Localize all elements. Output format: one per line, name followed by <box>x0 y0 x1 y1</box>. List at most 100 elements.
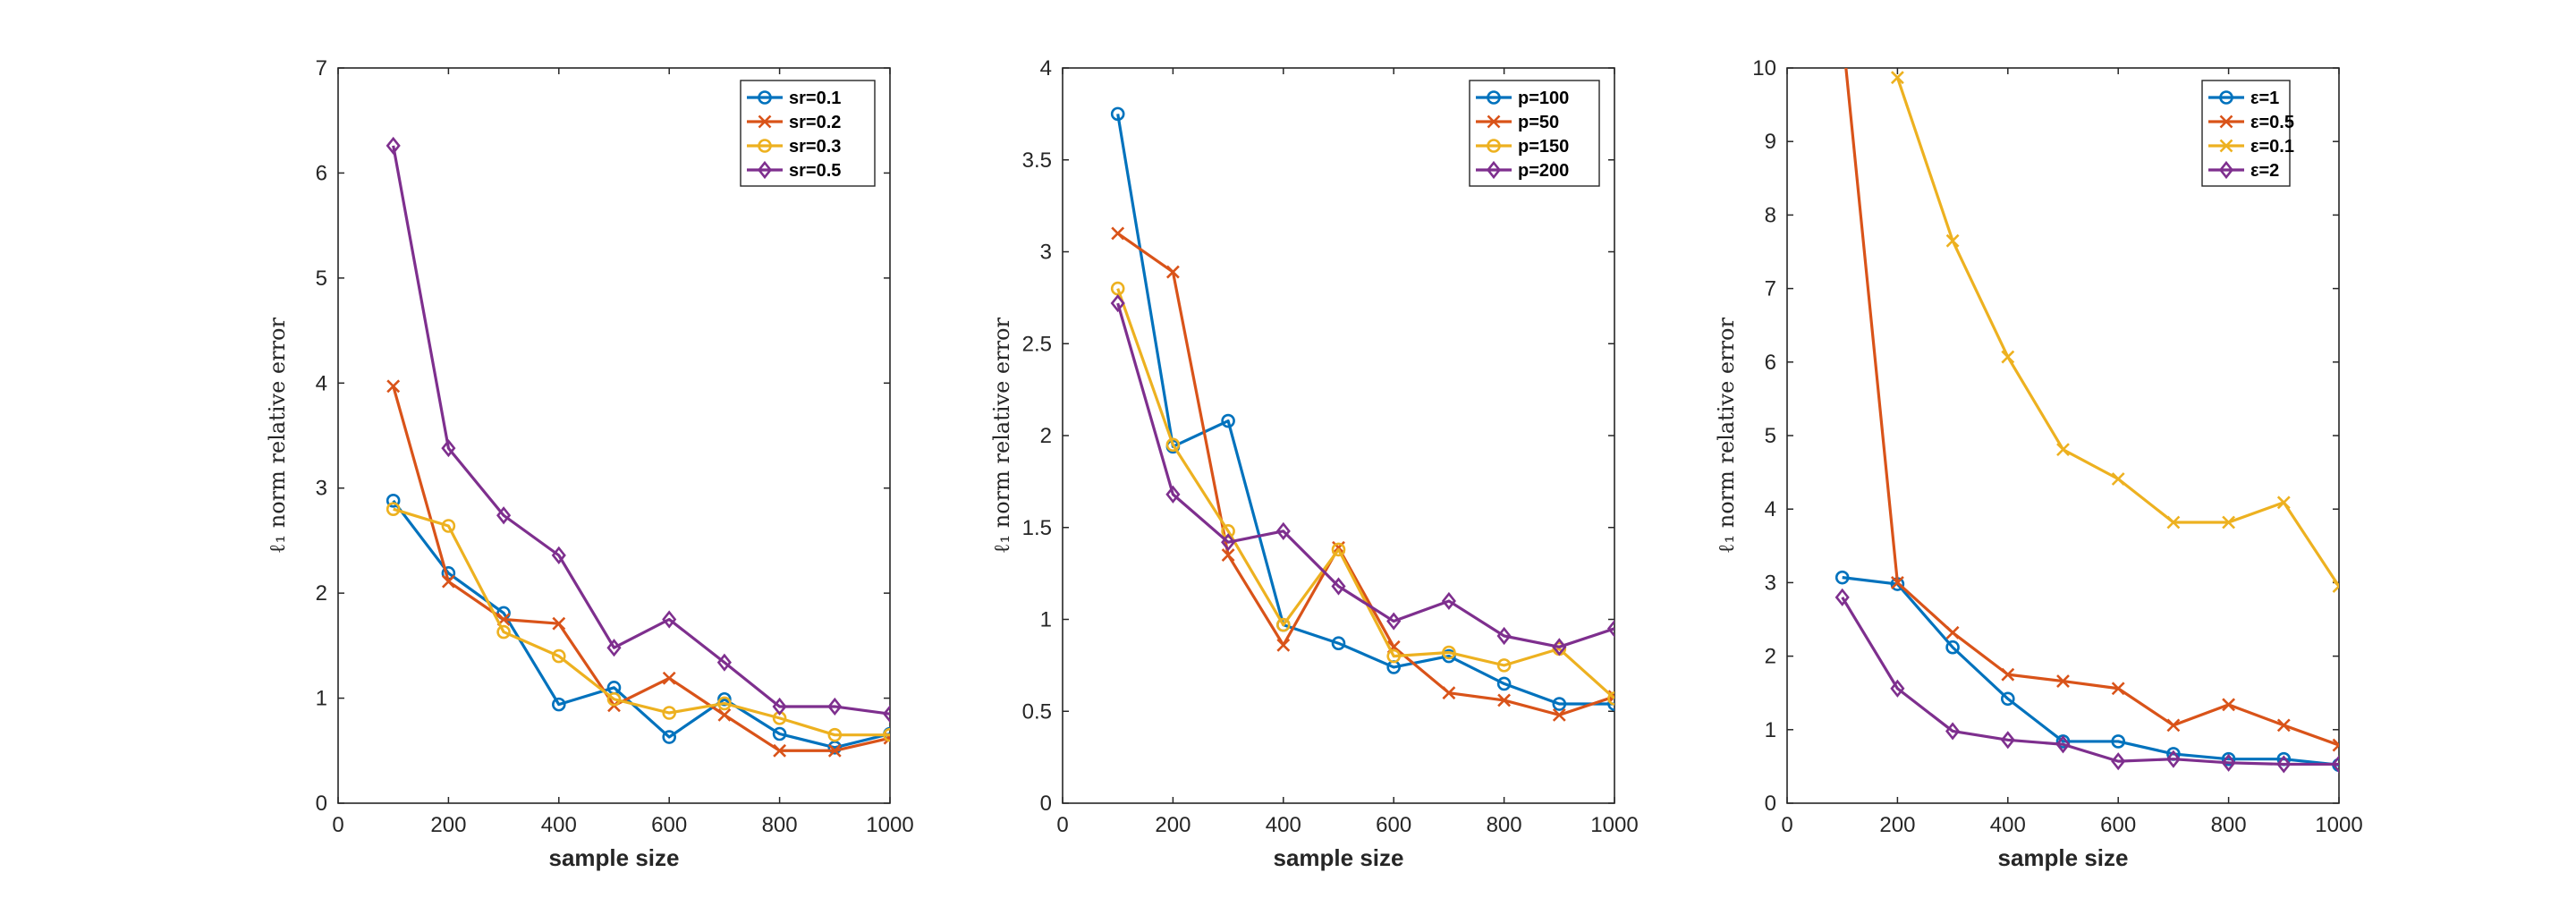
data-point <box>1496 658 1512 673</box>
data-point <box>1331 577 1346 596</box>
data-point <box>1110 293 1125 313</box>
legend-swatch-marker <box>2219 114 2233 129</box>
data-point <box>2001 691 2015 707</box>
legend-item: sr=0.1 <box>747 89 841 108</box>
legend-label: p=100 <box>1518 89 1569 108</box>
data-point <box>386 502 401 517</box>
data-point <box>1276 617 1291 632</box>
legend-label: p=50 <box>1518 113 1559 132</box>
data-point <box>2222 698 2236 712</box>
y-tick-label: 4 <box>1040 56 1052 80</box>
legend-swatch-marker <box>757 160 773 180</box>
y-tick-label: 5 <box>316 267 327 291</box>
data-point <box>1441 591 1456 611</box>
data-point <box>662 671 676 685</box>
data-point <box>1945 625 1960 640</box>
x-tick-label: 0 <box>332 813 343 837</box>
data-point <box>551 546 566 564</box>
data-point <box>662 610 677 629</box>
data-point <box>716 653 732 672</box>
data-point <box>1221 548 1235 562</box>
x-axis-label: sample size <box>549 844 680 871</box>
y-tick-label: 4 <box>316 371 327 395</box>
y-tick-label: 9 <box>1765 130 1776 154</box>
y-axis-label: ℓ₁ norm relative error <box>265 317 290 553</box>
legend-swatch-marker <box>1487 90 1501 105</box>
legend-item: p=50 <box>1476 113 1559 132</box>
data-point <box>827 697 843 716</box>
series-line <box>393 507 890 737</box>
data-point <box>662 730 677 744</box>
legend-label: ε=0.5 <box>2250 113 2294 132</box>
data-point <box>772 726 787 741</box>
y-tick-label: 1 <box>1765 718 1776 742</box>
data-point <box>386 136 401 155</box>
data-point <box>2111 752 2126 771</box>
data-point <box>2332 580 2339 593</box>
y-tick-label: 2 <box>1765 645 1776 669</box>
legend-item: sr=0.2 <box>747 113 841 132</box>
series-line <box>392 385 890 752</box>
y-axis-label: ℓ₁ norm relative error <box>989 317 1014 553</box>
x-tick-label: 1000 <box>866 813 913 837</box>
data-point <box>2276 755 2292 774</box>
legend: ε=1 ε=0.5 ε=0.1 ε=2 <box>2201 80 2294 187</box>
legend-item: p=200 <box>1476 160 1569 181</box>
data-point <box>1606 619 1614 638</box>
x-axis-label: sample size <box>1274 844 1404 871</box>
data-point <box>1386 612 1402 631</box>
legend-item: p=150 <box>1476 137 1569 157</box>
data-point <box>772 697 787 716</box>
y-tick-label: 8 <box>1765 203 1776 227</box>
x-tick-label: 600 <box>651 813 687 837</box>
y-tick-label: 6 <box>316 161 327 185</box>
data-point <box>2001 667 2015 682</box>
data-point <box>2222 515 2236 529</box>
data-point <box>2221 751 2236 767</box>
y-tick-label: 0.5 <box>1022 699 1052 724</box>
legend: sr=0.1 sr=0.2 sr=0.3 sr=0.5 <box>740 80 876 187</box>
series-line <box>1842 576 2339 767</box>
data-point <box>1276 638 1291 652</box>
panel-sparsity-ratio: 0 200 400 600 800 1000 0 1 2 3 4 5 6 7 sample size ℓ₁ n… <box>265 56 914 871</box>
data-point <box>441 439 456 458</box>
legend-swatch-marker <box>1486 160 1502 180</box>
data-point <box>386 494 401 508</box>
data-point <box>441 574 455 589</box>
data-point <box>1442 645 1456 660</box>
y-tick-label: 3 <box>316 477 327 501</box>
x-tick-label: 400 <box>1990 813 2026 837</box>
data-point <box>2056 674 2070 688</box>
data-point <box>2111 472 2125 486</box>
data-point <box>1165 485 1181 504</box>
y-tick-label: 7 <box>1765 277 1776 301</box>
y-tick-label: 0 <box>1040 792 1052 816</box>
data-point <box>1890 71 1904 85</box>
data-point <box>1165 265 1180 279</box>
data-point <box>606 691 622 707</box>
data-point <box>1552 707 1566 722</box>
y-tick-label: 2 <box>316 581 327 606</box>
data-point <box>2331 755 2339 774</box>
data-point <box>551 697 566 712</box>
data-point <box>1331 542 1346 557</box>
x-tick-label: 200 <box>430 813 466 837</box>
data-point <box>1497 693 1512 707</box>
data-point <box>2332 738 2339 752</box>
plot-series-group <box>1835 68 2339 774</box>
legend-label: sr=0.2 <box>789 113 841 132</box>
data-point <box>2055 735 2071 754</box>
legend-swatch-marker <box>2218 160 2234 180</box>
series-line <box>1116 114 1614 706</box>
legend-item: ε=2 <box>2208 160 2279 181</box>
data-point <box>1945 233 1960 248</box>
data-point <box>496 624 511 640</box>
y-tick-label: 2.5 <box>1022 332 1052 356</box>
data-point <box>1442 686 1456 700</box>
plot-series-group <box>386 136 890 758</box>
data-point <box>2000 731 2015 750</box>
legend-swatch-marker <box>758 114 772 129</box>
y-tick-label: 1.5 <box>1022 516 1052 540</box>
x-tick-label: 400 <box>1266 813 1301 837</box>
series-line <box>1841 597 2339 767</box>
